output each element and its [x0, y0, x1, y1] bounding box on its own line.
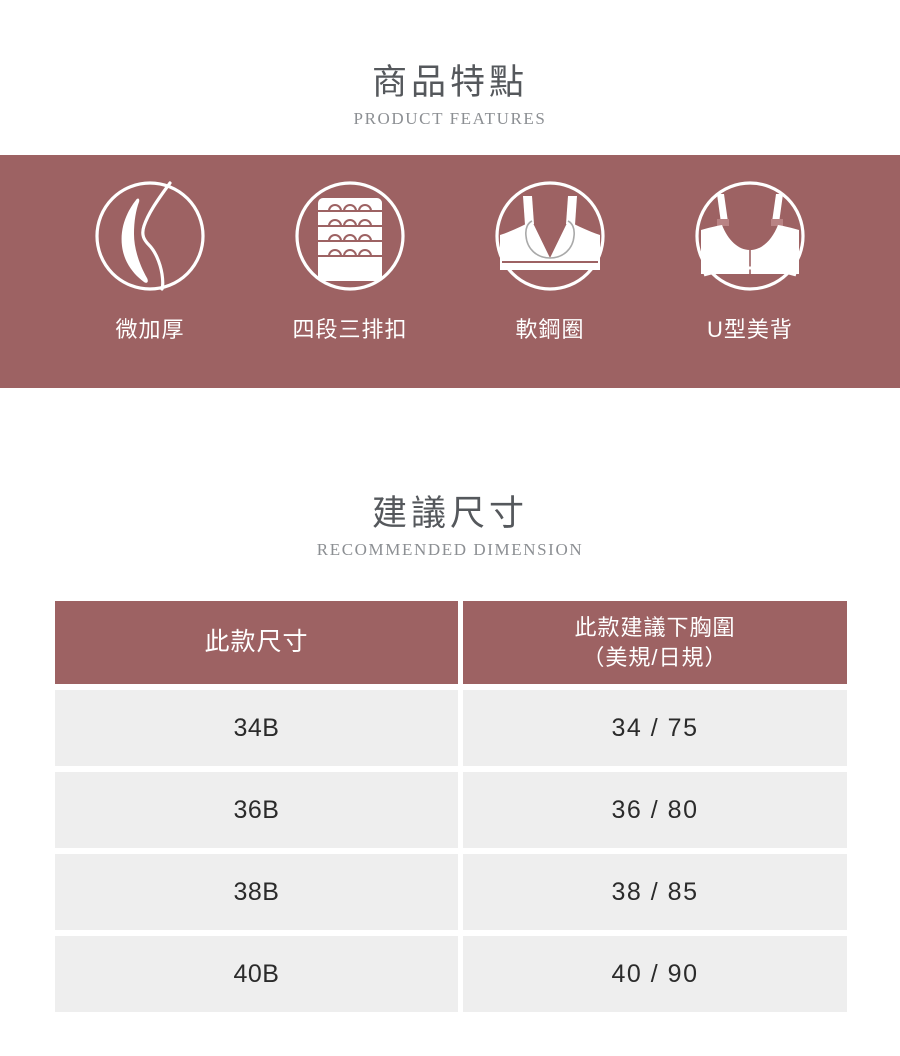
cell-underbust: 38 / 85 [463, 854, 847, 930]
cell-underbust: 36 / 80 [463, 772, 847, 848]
cell-size: 38B [55, 854, 458, 930]
page-title: 商品特點 [371, 63, 528, 102]
feature-label: 四段三排扣 [292, 317, 408, 342]
feature-icons-band: 微加厚 [0, 155, 900, 388]
body-curve-padding-icon [92, 178, 208, 294]
size-table: 此款尺寸 此款建議下胸圍 （美規/日規） 34B 34 / 75 36B 36 … [55, 601, 847, 1018]
product-features-header: 商品特點 PRODUCT FEATURES [0, 0, 900, 155]
cell-underbust: 40 / 90 [463, 936, 847, 1012]
table-row: 36B 36 / 80 [55, 772, 847, 848]
feature-item-padding: 微加厚 [50, 155, 250, 344]
cell-size: 36B [55, 772, 458, 848]
cell-size: 40B [55, 936, 458, 1012]
feature-label: 微加厚 [115, 317, 185, 342]
feature-label: 軟鋼圈 [515, 317, 585, 342]
table-header-underbust-line1: 此款建議下胸圍 [574, 615, 736, 641]
table-header-underbust: 此款建議下胸圍 （美規/日規） [463, 601, 847, 684]
feature-item-underwire: 軟鋼圈 [450, 155, 650, 344]
table-row: 40B 40 / 90 [55, 936, 847, 1012]
feature-item-u-back: U型美背 [650, 155, 850, 344]
table-header-underbust-line2: （美規/日規） [582, 644, 728, 670]
feature-item-clasp: 四段三排扣 [250, 155, 450, 344]
page-subtitle: PRODUCT FEATURES [353, 109, 547, 129]
feature-label: U型美背 [707, 317, 793, 342]
cell-size: 34B [55, 690, 458, 766]
soft-underwire-bra-front-icon [492, 178, 608, 294]
table-header-size: 此款尺寸 [55, 601, 458, 684]
size-subtitle: RECOMMENDED DIMENSION [316, 540, 584, 560]
table-row: 34B 34 / 75 [55, 690, 847, 766]
cell-underbust: 34 / 75 [463, 690, 847, 766]
recommended-dimension-header: 建議尺寸 RECOMMENDED DIMENSION [0, 388, 900, 560]
four-row-three-hook-clasp-icon [292, 178, 408, 294]
u-shaped-back-bra-icon [692, 178, 808, 294]
table-row: 38B 38 / 85 [55, 854, 847, 930]
size-title: 建議尺寸 [371, 494, 528, 533]
table-header-row: 此款尺寸 此款建議下胸圍 （美規/日規） [55, 601, 847, 684]
